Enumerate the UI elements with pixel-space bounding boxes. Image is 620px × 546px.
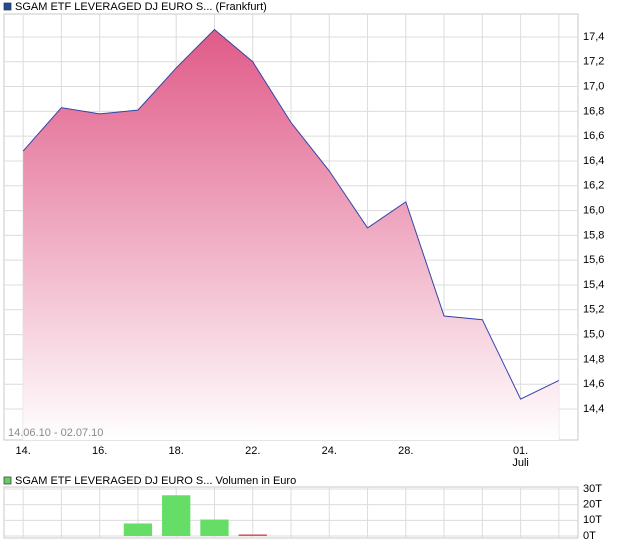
x-tick-label: 18. xyxy=(169,445,184,457)
y-tick-label: 16,2 xyxy=(583,180,604,192)
x-tick-label: 01. xyxy=(513,445,528,457)
legend-swatch xyxy=(3,476,12,485)
x-tick-label: 22. xyxy=(245,445,260,457)
x-tick-label: 14. xyxy=(15,445,30,457)
chart-title: SGAM ETF LEVERAGED DJ EURO S... Volumen … xyxy=(15,475,296,487)
y-tick-label: 14,8 xyxy=(583,353,604,365)
x-annotation: Juli xyxy=(512,457,529,469)
y-tick-label: 17,4 xyxy=(583,31,604,43)
y-tick-label: 16,8 xyxy=(583,105,604,117)
x-tick-label: 16. xyxy=(92,445,107,457)
date-range: 14.06.10 - 02.07.10 xyxy=(8,427,103,439)
bar xyxy=(162,495,191,536)
y-tick-label: 15,2 xyxy=(583,304,604,316)
y-tick-label: 15,6 xyxy=(583,254,604,266)
x-tick-label: 24. xyxy=(322,445,337,457)
y-tick-label: 14,6 xyxy=(583,378,604,390)
bar xyxy=(200,519,229,536)
y-tick-label: 0T xyxy=(583,530,596,542)
y-tick-label: 17,0 xyxy=(583,80,604,92)
y-tick-label: 15,0 xyxy=(583,328,604,340)
y-tick-label: 16,4 xyxy=(583,155,604,167)
y-tick-label: 30T xyxy=(583,483,602,495)
area xyxy=(23,29,559,440)
x-tick-label: 28. xyxy=(398,445,413,457)
bar xyxy=(238,534,267,536)
y-tick-label: 20T xyxy=(583,499,602,511)
y-tick-label: 17,2 xyxy=(583,56,604,68)
chart-title: SGAM ETF LEVERAGED DJ EURO S... (Frankfu… xyxy=(15,1,267,13)
legend-swatch xyxy=(3,2,12,11)
y-tick-label: 15,8 xyxy=(583,229,604,241)
y-tick-label: 16,6 xyxy=(583,130,604,142)
y-tick-label: 15,4 xyxy=(583,279,604,291)
y-tick-label: 10T xyxy=(583,514,602,526)
line xyxy=(22,28,560,400)
bar xyxy=(123,523,153,536)
y-tick-label: 16,0 xyxy=(583,204,604,216)
y-tick-label: 14,4 xyxy=(583,403,604,415)
